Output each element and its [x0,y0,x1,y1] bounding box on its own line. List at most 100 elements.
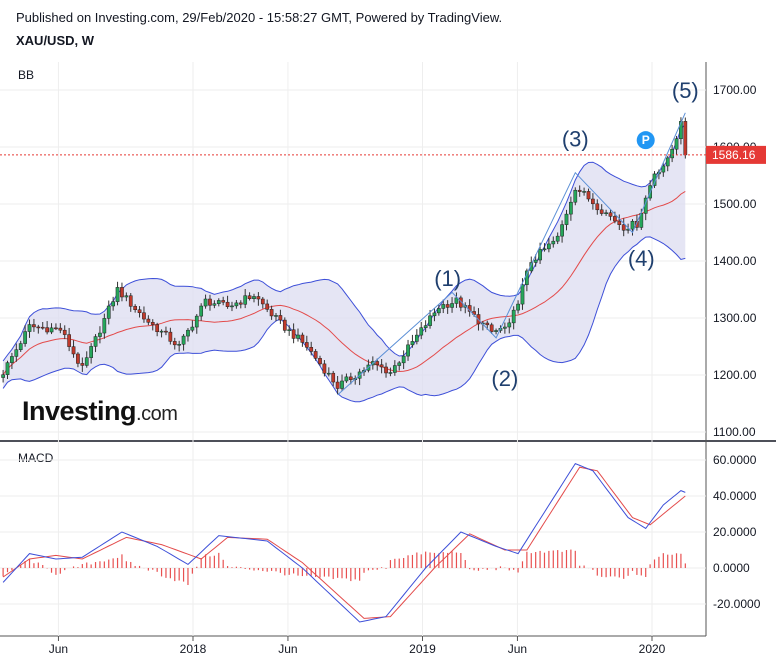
candle-body [199,305,204,317]
candle-body [159,330,164,333]
candle-body [340,380,344,389]
candle-body [318,358,322,365]
candle-body [146,318,151,323]
candle-body [93,336,98,347]
candle-body [120,287,124,298]
candle-body [194,315,199,328]
candle-body [10,356,14,363]
candle-body [516,303,520,311]
candle-body [485,322,490,326]
candle-body [436,308,441,314]
candle-body [410,341,415,346]
candle-body [296,334,300,339]
candle-body [586,191,591,200]
candle-body [45,327,49,333]
price-tick-label: 1500.00 [713,197,757,211]
candle-body [454,297,459,304]
candle-body [282,319,287,331]
candle-body [278,315,283,321]
candle-body [533,259,538,263]
candle-body [247,295,252,299]
candle-body [142,312,146,320]
candle-body [406,344,410,357]
bb-lower-line [2,236,686,403]
candle-body [230,305,234,308]
time-tick-label: 2018 [180,642,207,656]
candle-body [432,312,437,317]
candle-body [507,322,512,328]
candle-body [384,366,388,374]
candle-body [190,326,195,331]
candle-body [331,372,336,383]
candle-body [304,342,309,348]
candle-body [216,300,221,304]
candle-body [419,327,424,336]
candle-body [291,329,296,339]
candle-body [423,325,428,328]
candle-body [379,364,384,368]
investing-logo: Investing.com [22,396,178,426]
candle-body [414,334,419,342]
candle-body [260,298,265,305]
candle-body [54,327,58,330]
candle-body [520,284,525,305]
candle-body [494,330,498,332]
candle-body [58,327,63,331]
price-tick-label: 1700.00 [713,83,757,97]
candle-body [265,303,270,310]
candle-body [679,121,683,140]
symbol-title: XAU/USD, W [16,33,94,48]
candle-body [538,249,542,261]
candle-body [186,329,190,337]
candle-body [150,322,155,325]
candle-body [397,362,402,366]
candle-body [683,121,688,156]
macd-tick-label: 0.0000 [713,561,750,575]
candle-body [551,240,556,245]
candle-body [670,148,674,159]
candle-body [595,203,600,211]
bb-pane-title: BB [18,68,35,82]
macd-signal-line [2,466,686,619]
macd-line [2,462,686,623]
candle-body [40,326,45,329]
candle-body [555,235,560,242]
candle-body [102,318,107,334]
wave-path [337,112,686,396]
published-caption: Published on Investing.com, 29/Feb/2020 … [16,10,503,25]
candle-body [300,334,305,343]
candle-body [14,349,19,357]
candle-body [181,335,186,345]
candle-body [489,324,494,332]
wave-label: (3) [562,126,589,151]
price-tick-label: 1400.00 [713,254,757,268]
candle-body [388,372,393,374]
candle-body [309,347,314,352]
macd-tick-label: 40.0000 [713,489,757,503]
macd-tick-label: 60.0000 [713,453,757,467]
candle-body [172,341,177,346]
candle-body [635,220,639,228]
candle-body [80,363,85,366]
pivot-marker-icon [636,131,655,150]
candle-body [221,300,226,303]
candle-body [71,346,76,355]
candle-body [5,362,10,375]
candle-body [208,298,212,306]
candle-body [401,355,406,364]
candle-body [269,309,274,317]
candle-body [137,309,142,313]
candle-body [111,301,115,307]
candle-body [665,157,670,167]
candle-body [212,303,217,306]
candle-body [128,295,133,307]
candle-body [375,361,380,366]
candle-body [326,372,331,375]
time-tick-label: Jun [49,642,68,656]
candle-body [547,243,551,250]
candle-body [577,189,582,192]
candle-body [84,357,89,366]
candle-body [529,262,534,272]
candle-body [287,329,292,331]
